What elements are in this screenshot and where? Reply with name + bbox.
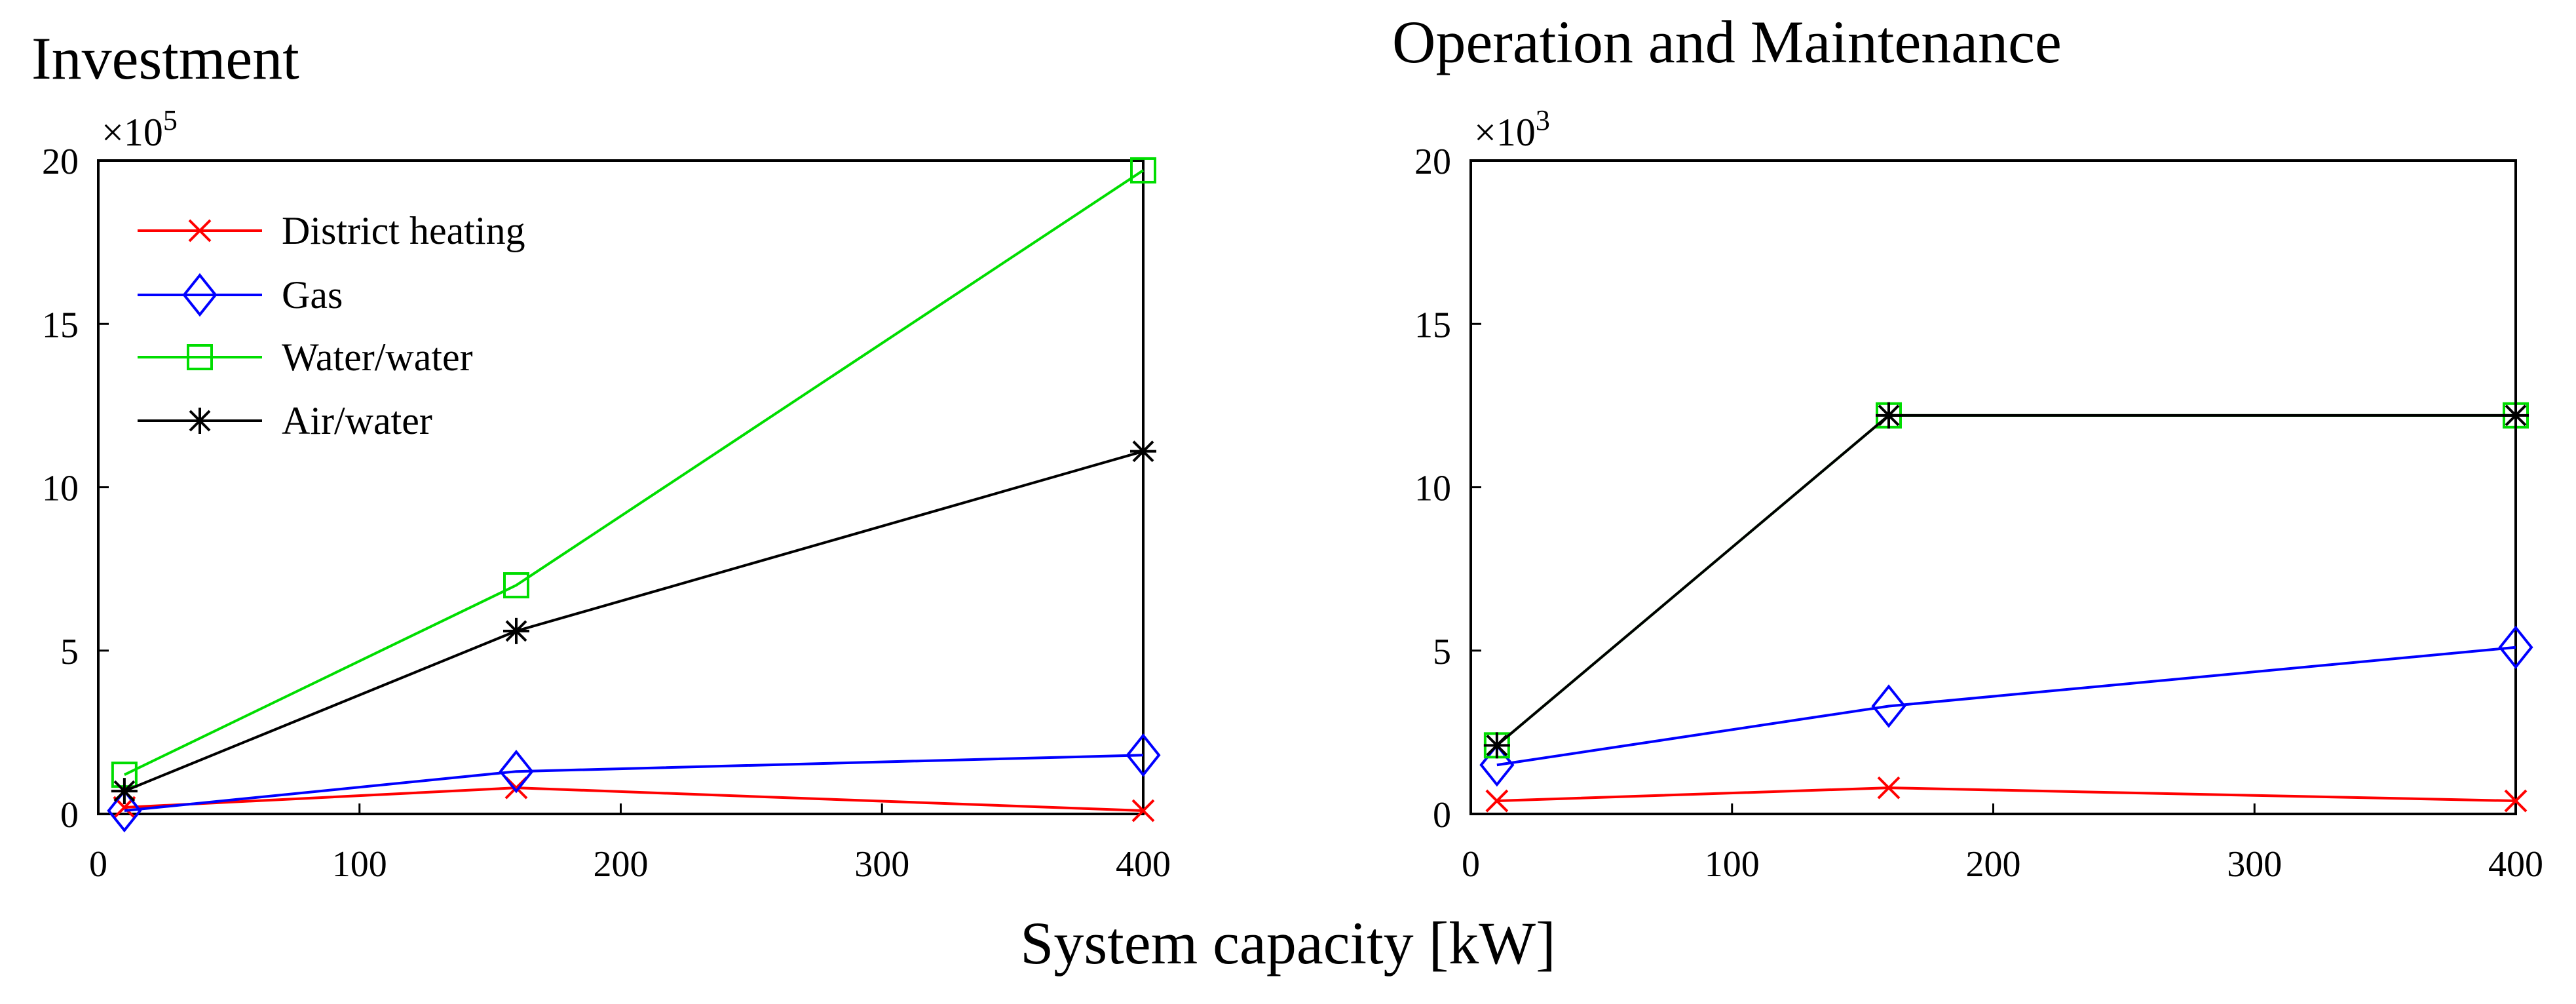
legend-entry: Gas	[138, 273, 343, 317]
legend-label: District heating	[282, 209, 525, 252]
series-line	[124, 169, 1145, 776]
y-tick-label: 15	[42, 305, 79, 345]
legend-marker-shape	[187, 408, 213, 434]
legend-marker-shape	[182, 273, 218, 317]
chart-title: Operation and Maintenance	[1392, 9, 2062, 75]
y-tick-label: 0	[60, 795, 79, 836]
data-point	[1876, 402, 1902, 429]
legend-entry: Air/water	[138, 399, 432, 442]
x-axis-label: System capacity [kW]	[1020, 910, 1556, 976]
series-line	[124, 754, 1144, 813]
legend: District heating Gas Water/water Air/wat…	[138, 209, 525, 442]
legend-marker	[187, 344, 213, 370]
data-point	[107, 788, 142, 833]
data-point	[111, 778, 138, 805]
operation-maintenance-chart: Operation and Maintenance ×103 0 100 200 30…	[1392, 9, 2543, 885]
x-tick-label: 0	[1462, 844, 1480, 885]
legend-label: Air/water	[282, 399, 432, 442]
legend-marker	[188, 219, 212, 242]
legend-marker-shape	[188, 219, 212, 242]
legend-marker-shape	[187, 344, 213, 370]
legend-marker	[182, 273, 218, 317]
x-tick-label: 200	[1966, 844, 2021, 885]
data-point	[1130, 157, 1156, 183]
y-tick-label: 10	[1414, 469, 1451, 509]
x-tick-label: 300	[854, 844, 909, 885]
y-tick-label: 20	[42, 142, 79, 182]
data-point	[1126, 733, 1161, 777]
legend-marker	[187, 408, 213, 434]
data-point	[1485, 789, 1509, 813]
y-tick-label: 20	[1414, 142, 1451, 182]
data-point	[1871, 684, 1906, 728]
x-tick-label: 0	[89, 844, 107, 885]
x-tick-label: 100	[1705, 844, 1760, 885]
y-tick-label: 5	[60, 632, 79, 672]
y-tick-label: 5	[1433, 632, 1451, 672]
legend-label: Gas	[282, 273, 343, 317]
data-point	[503, 617, 529, 644]
x-tick-label: 400	[1116, 844, 1171, 885]
legend-entry: District heating	[138, 209, 525, 252]
data-point	[2498, 625, 2533, 669]
data-point	[503, 572, 529, 599]
x-tick-label: 400	[2488, 844, 2543, 885]
data-point	[1877, 776, 1901, 800]
data-point	[1483, 732, 1510, 759]
y-tick-label: 15	[1414, 305, 1451, 345]
x-tick-label: 300	[2227, 844, 2282, 885]
series-line	[1496, 646, 2516, 767]
y-axis-multiplier: ×103	[1474, 104, 1550, 154]
x-tick-label: 200	[594, 844, 649, 885]
x-tick-label: 100	[332, 844, 387, 885]
data-point	[2504, 789, 2528, 813]
legend-entry: Water/water	[138, 336, 473, 379]
data-point	[1130, 438, 1156, 465]
investment-chart: Investment ×105 0 100 200 300 400 0 5 10 15 20 Di…	[31, 25, 1171, 885]
legend-label: Water/water	[282, 336, 473, 379]
y-tick-label: 10	[42, 469, 79, 509]
y-axis-multiplier: ×105	[102, 104, 178, 154]
data-point	[2503, 402, 2529, 429]
chart-title: Investment	[31, 25, 299, 92]
data-point	[1131, 799, 1155, 822]
y-tick-label: 0	[1433, 795, 1451, 836]
data-point	[499, 749, 534, 794]
